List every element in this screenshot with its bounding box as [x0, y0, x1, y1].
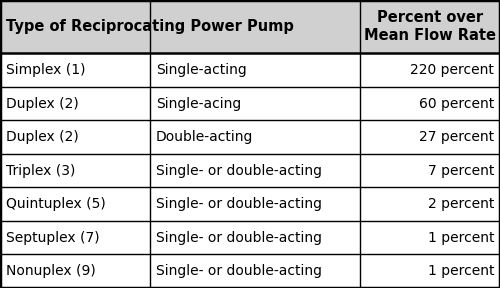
Bar: [360, 87, 500, 120]
Text: Percent over
Mean Flow Rate: Percent over Mean Flow Rate: [364, 10, 496, 43]
Text: Single- or double-acting: Single- or double-acting: [156, 231, 322, 245]
Bar: [0, 87, 150, 120]
Bar: [360, 221, 500, 255]
Text: Nonuplex (9): Nonuplex (9): [6, 264, 96, 278]
Text: Triplex (3): Triplex (3): [6, 164, 75, 178]
Text: 7 percent: 7 percent: [428, 164, 494, 178]
Text: 2 percent: 2 percent: [428, 197, 494, 211]
Text: 60 percent: 60 percent: [419, 96, 494, 111]
Bar: [150, 0, 360, 53]
Text: 1 percent: 1 percent: [428, 231, 494, 245]
Bar: [0, 154, 150, 187]
Text: Single-acing: Single-acing: [156, 96, 241, 111]
Bar: [0, 221, 150, 255]
Bar: [0, 0, 150, 53]
Text: Simplex (1): Simplex (1): [6, 63, 86, 77]
Bar: [360, 255, 500, 288]
Bar: [150, 187, 360, 221]
Text: 1 percent: 1 percent: [428, 264, 494, 278]
Bar: [0, 187, 150, 221]
Text: Quintuplex (5): Quintuplex (5): [6, 197, 106, 211]
Bar: [150, 154, 360, 187]
Bar: [360, 0, 500, 53]
Bar: [0, 120, 150, 154]
Bar: [360, 187, 500, 221]
Text: Septuplex (7): Septuplex (7): [6, 231, 100, 245]
Bar: [0, 255, 150, 288]
Bar: [360, 53, 500, 87]
Text: Duplex (2): Duplex (2): [6, 96, 79, 111]
Bar: [150, 221, 360, 255]
Bar: [150, 255, 360, 288]
Text: 27 percent: 27 percent: [419, 130, 494, 144]
Text: Single- or double-acting: Single- or double-acting: [156, 197, 322, 211]
Bar: [360, 120, 500, 154]
Bar: [150, 53, 360, 87]
Bar: [150, 87, 360, 120]
Bar: [0, 53, 150, 87]
Bar: [150, 120, 360, 154]
Text: Single-acting: Single-acting: [156, 63, 247, 77]
Text: 220 percent: 220 percent: [410, 63, 494, 77]
Text: Single- or double-acting: Single- or double-acting: [156, 264, 322, 278]
Text: Duplex (2): Duplex (2): [6, 130, 79, 144]
Text: Single- or double-acting: Single- or double-acting: [156, 164, 322, 178]
Text: Type of Reciprocating Power Pump: Type of Reciprocating Power Pump: [6, 19, 294, 34]
Bar: [360, 154, 500, 187]
Text: Double-acting: Double-acting: [156, 130, 254, 144]
